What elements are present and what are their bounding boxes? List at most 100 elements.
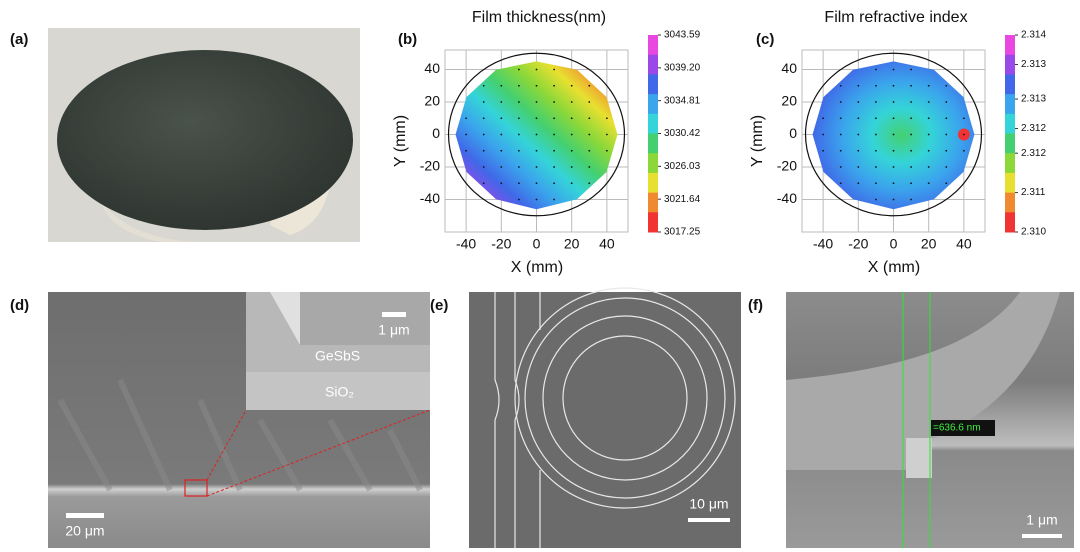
colorbar-band xyxy=(1005,94,1015,115)
measure-point xyxy=(839,149,842,152)
measure-point xyxy=(927,117,930,120)
colorbar-band xyxy=(648,172,658,194)
measure-point xyxy=(875,117,877,120)
measure-point xyxy=(962,133,965,136)
measure-point xyxy=(910,101,912,103)
colorbar-band xyxy=(648,94,658,115)
measure-point xyxy=(927,182,930,185)
measure-point xyxy=(535,149,538,152)
measure-point xyxy=(535,84,538,87)
measure-point xyxy=(535,166,538,168)
measure-point xyxy=(588,182,591,185)
x-tick-label: 0 xyxy=(890,236,898,252)
colorbar-band xyxy=(648,212,658,233)
y-tick-label: -20 xyxy=(420,158,440,174)
panel-label: (d) xyxy=(10,297,29,314)
chart-title: Film refractive index xyxy=(824,9,967,26)
measure-point xyxy=(482,84,485,87)
colorbar-label: 2.311 xyxy=(1021,187,1046,198)
measure-point xyxy=(588,133,591,136)
measure-point xyxy=(535,117,538,120)
measure-point xyxy=(927,84,930,87)
measure-point xyxy=(570,166,573,168)
colorbar-label: 3017.25 xyxy=(664,227,701,238)
wafer xyxy=(57,50,353,230)
scale-bar xyxy=(1022,534,1062,538)
measure-point xyxy=(588,149,591,152)
measure-point xyxy=(518,101,520,103)
measure-point xyxy=(500,166,503,168)
measure-point xyxy=(875,68,877,71)
measure-point xyxy=(553,182,555,185)
measure-point xyxy=(839,166,842,168)
measure-point xyxy=(857,84,860,87)
scale-bar xyxy=(688,518,730,522)
measure-point xyxy=(518,198,520,201)
measure-point xyxy=(857,182,860,185)
measure-point xyxy=(553,68,555,71)
y-axis-label: Y (mm) xyxy=(749,115,766,167)
y-tick-label: 40 xyxy=(781,60,797,76)
measure-point xyxy=(570,117,573,120)
y-tick-label: 20 xyxy=(424,93,440,109)
measure-point xyxy=(570,101,573,103)
panel-label: (e) xyxy=(430,297,448,314)
streaks xyxy=(57,378,423,492)
measure-point xyxy=(875,101,877,103)
measure-point xyxy=(910,117,912,120)
measure-point xyxy=(839,101,842,103)
measure-point xyxy=(892,166,895,168)
scale-label: 20 μm xyxy=(65,523,104,539)
measure-point xyxy=(910,182,912,185)
colorbar-band xyxy=(648,192,658,213)
measure-point xyxy=(910,68,912,71)
measure-point xyxy=(570,182,573,185)
y-tick-label: 40 xyxy=(424,60,440,76)
colorbar-band xyxy=(1005,74,1015,95)
x-axis-label: X (mm) xyxy=(868,259,920,276)
measure-point xyxy=(500,101,503,103)
scale-label: 10 μm xyxy=(689,496,728,512)
x-tick-label: 0 xyxy=(533,236,541,252)
colorbar-label: 2.313 xyxy=(1021,59,1046,70)
measure-point xyxy=(945,166,948,168)
measure-point xyxy=(518,182,520,185)
measure-point xyxy=(945,117,948,120)
measure-point xyxy=(875,133,877,136)
colorbar-label: 3030.42 xyxy=(664,128,701,139)
measure-point xyxy=(500,84,503,87)
colorbar-label: 2.310 xyxy=(1021,227,1046,238)
panel-label: (b) xyxy=(398,31,417,48)
measure-point xyxy=(945,149,948,152)
measure-point xyxy=(465,149,468,152)
measure-point xyxy=(875,149,877,152)
measure-point xyxy=(857,149,860,152)
measure-point xyxy=(945,182,948,185)
inset-film xyxy=(246,292,430,372)
measure-point xyxy=(927,101,930,103)
measure-point xyxy=(500,182,503,185)
measure-point xyxy=(927,166,930,168)
scale-bar xyxy=(382,312,406,317)
panel-label: (c) xyxy=(756,31,774,48)
measure-point xyxy=(910,133,912,136)
measure-point xyxy=(875,198,877,201)
colorbar-band xyxy=(648,133,658,154)
colorbar-label: 3026.03 xyxy=(664,161,701,172)
measure-point xyxy=(553,166,555,168)
measure-point xyxy=(857,101,860,103)
measure-point xyxy=(822,133,825,136)
measure-point xyxy=(892,198,895,201)
measure-point xyxy=(482,182,485,185)
x-tick-label: -40 xyxy=(813,236,833,252)
measure-point xyxy=(839,117,842,120)
measure-point xyxy=(945,101,948,103)
measure-point xyxy=(892,182,895,185)
measure-point xyxy=(518,84,520,87)
y-axis-label: Y (mm) xyxy=(392,115,409,167)
x-tick-label: -20 xyxy=(848,236,868,252)
measure-point xyxy=(839,182,842,185)
measure-point xyxy=(892,117,895,120)
